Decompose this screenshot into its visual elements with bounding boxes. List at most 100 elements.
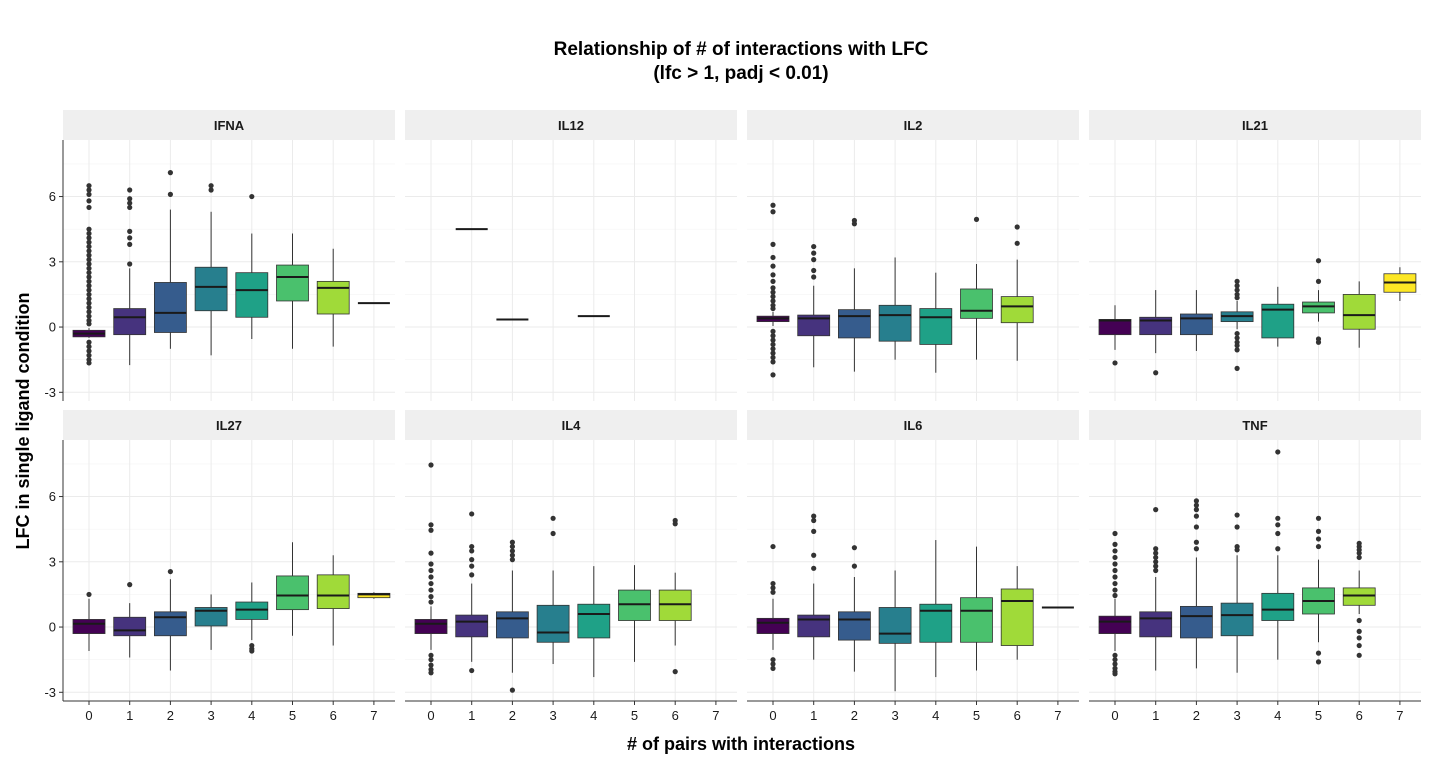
box-x3 [194,594,228,650]
outlier-point [86,204,92,211]
facet-strip [405,410,737,440]
box-body [316,280,350,315]
box-body [1000,296,1034,324]
outlier-point [811,250,817,256]
outlier-point [770,346,776,352]
outlier-point [1112,592,1118,599]
box-body [153,611,187,637]
outlier-point [509,543,515,550]
box-x2 [1180,290,1213,351]
box-body [414,619,448,634]
outlier-point [86,591,92,598]
box-x1 [455,511,489,674]
x-tick-label: 1 [468,708,475,723]
outlier-point [811,565,817,571]
outlier-point [127,261,133,267]
outlier-point [1234,330,1240,337]
outlier-point [1153,554,1159,561]
outlier-point [1153,563,1159,569]
x-tick-label: 4 [590,708,597,723]
x-tick-label: 4 [1274,708,1281,723]
outlier-point [770,241,776,247]
outlier-point [428,522,434,528]
box-body [455,614,489,638]
box-body [194,607,228,627]
outlier-point [550,530,556,537]
outlier-point [770,585,776,591]
box-body [113,308,147,336]
facet-panel-il2: IL2 [747,110,1079,401]
outlier-point [1112,661,1118,667]
outlier-point [1193,507,1199,513]
outlier-point [811,513,817,519]
box-body [276,575,309,611]
box-body [1139,611,1173,638]
y-tick-label: 0 [49,620,56,635]
box-x6 [1342,281,1376,348]
box-x0 [414,462,448,676]
x-tick-label: 7 [712,708,719,723]
y-tick-label: -3 [44,685,56,700]
outlier-point [770,294,776,300]
outlier-point [1315,515,1322,521]
outlier-point [1315,543,1322,550]
y-tick-label: -3 [44,385,56,400]
outlier-point [127,200,133,206]
y-tick-label: 6 [49,189,56,204]
outlier-point [127,204,133,211]
x-tick-label: 0 [1111,708,1118,723]
x-tick-label: 6 [672,708,679,723]
outlier-point [86,270,92,276]
box-body [878,304,912,342]
outlier-point [1234,287,1240,293]
facet-strip [747,110,1079,140]
outlier-point [770,372,776,378]
outlier-point [86,278,92,284]
facet-strip-label: IL6 [904,418,923,433]
panel-background [747,140,1079,401]
box-body [1098,615,1132,634]
facet-strip [1089,410,1421,440]
outlier-point [1153,559,1159,565]
x-tick-label: 4 [248,708,255,723]
facet-strip-label: IL12 [558,118,584,133]
box-body [1261,592,1295,621]
x-tick-label: 0 [85,708,92,723]
outlier-point [1275,515,1281,521]
x-tick-label: 5 [631,708,638,723]
outlier-point [428,599,434,605]
outlier-point [1315,278,1322,284]
x-tick-label: 0 [769,708,776,723]
box-x4 [919,540,953,678]
box-body [1098,319,1132,336]
facet-panel-il6: IL6 0 1 2 3 4 5 6 7 [747,410,1079,723]
outlier-point [1112,652,1118,658]
facet-panel-il21: IL21 [1089,110,1421,401]
box-x4 [577,566,611,678]
outlier-point [1153,546,1159,552]
outlier-point [1112,360,1118,366]
x-tick-label: 3 [207,708,214,723]
outlier-point [770,278,776,284]
outlier-point [973,216,980,222]
outlier-point [86,261,92,267]
x-tick-label: 5 [289,708,296,723]
box-body [919,308,953,345]
outlier-point [127,196,133,202]
panel-background [63,140,395,401]
outlier-point [428,550,434,556]
outlier-point [672,521,678,527]
box-x5 [276,542,309,636]
outlier-point [428,561,434,567]
outlier-point [770,580,776,587]
x-tick-label: 3 [891,708,898,723]
outlier-point [428,670,434,676]
outlier-point [770,341,776,348]
outlier-point [811,552,817,558]
box-x6 [316,555,350,646]
outlier-point [1315,258,1322,264]
x-tick-label: 0 [427,708,434,723]
outlier-point [86,226,92,232]
outlier-point [1234,335,1240,341]
x-tick-label: 5 [1315,708,1322,723]
